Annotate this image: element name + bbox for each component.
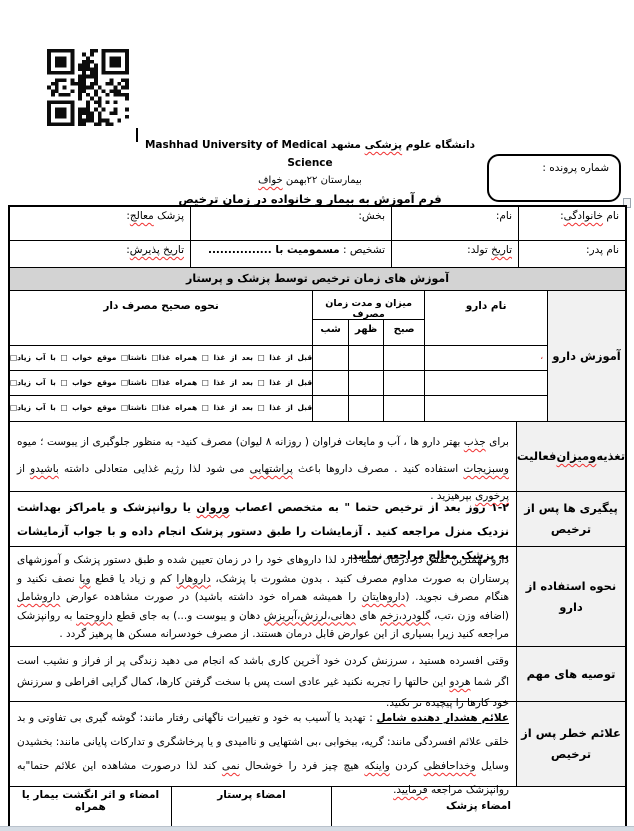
section-important-advice: توصیه های مهم وقتی افسرده هستید ، سرزنش … <box>10 647 625 709</box>
section-danger-signs: علائم خطر پس از ترخیص علائم هشدار دهنده … <box>10 702 625 796</box>
section-label-danger: علائم خطر پس از ترخیص <box>516 702 625 786</box>
first-name-label: نام: <box>495 210 512 222</box>
first-name-field: نام: <box>391 207 518 240</box>
patient-info-row-2: نام پدر: تاریخ تولد: تشخیص : مسمومیت با … <box>10 241 625 268</box>
drug-name-cell <box>424 396 547 421</box>
section-text-danger: علائم هشدار دهنده شامل : تهدید یا آسیب ب… <box>17 712 509 796</box>
night-cell <box>312 396 348 421</box>
sub-col-night: شب <box>320 324 341 335</box>
section-label-nutrition: تغذیه ومیزان فعالیت <box>516 422 625 491</box>
object-anchor-icon <box>623 198 631 208</box>
usage-checkboxes: قبل از غذا □ بعد از غذا □ همراه غذا□ ناش… <box>10 403 313 413</box>
drug-name-cell <box>424 371 547 396</box>
night-cell <box>312 346 348 371</box>
noon-cell <box>348 396 383 421</box>
section-label-usage: نحوه استفاده از دارو <box>516 547 625 646</box>
patient-info-row-1: نام خانوادگی: نام: بخش: پزشک معالج: <box>10 207 625 241</box>
qr-code-icon <box>47 49 129 126</box>
text-cursor-mark <box>136 128 138 142</box>
admission-date-field: تاریخ پذیرش: <box>10 241 190 267</box>
col-drug-name: نام دارو <box>424 291 547 346</box>
case-number-label: شماره پرونده : <box>542 162 609 174</box>
sub-col-morning: صبح <box>383 320 424 346</box>
father-name-label: نام پدر: <box>585 244 619 256</box>
sub-col-noon: ظهر <box>348 320 383 346</box>
morning-cell <box>383 371 424 396</box>
physician-signature-cell: امضاء پزشک <box>331 787 625 827</box>
window-bottom-edge <box>0 826 634 831</box>
section-band-row: آموزش های زمان ترخیص توسط پزشک و پرستار <box>10 268 625 291</box>
section-text-usage: دارو مهمترین نقش در درمان شما دارد لذا د… <box>17 554 509 640</box>
diagnosis-label: تشخیص : <box>339 244 385 256</box>
medication-row-1: ، قبل از غذا □ بعد از غذا □ همراه غذا□ ن… <box>10 346 548 372</box>
usage-checkboxes: قبل از غذا □ بعد از غذا □ همراه غذا□ ناش… <box>10 378 313 388</box>
medication-row-2: قبل از غذا □ بعد از غذا □ همراه غذا□ ناش… <box>10 371 548 397</box>
medication-row-3: قبل از غذا □ بعد از غذا □ همراه غذا□ ناش… <box>10 396 547 421</box>
university-title: دانشگاه علوم پزشکی مشهد Mashhad Universi… <box>144 139 476 169</box>
admission-date-label: تاریخ پذیرش: <box>126 244 184 256</box>
section-label-followup: پیگیری ها پس از ترخیص <box>516 492 625 546</box>
nurse-signature-cell: امضاء پرستار <box>171 787 331 827</box>
section-label-advice: توصیه های مهم <box>516 647 625 701</box>
section-nutrition-activity: تغذیه ومیزان فعالیت برای جذب بهتر دارو ه… <box>10 422 625 502</box>
drug-name-cell: ، <box>424 346 547 371</box>
col-correct-usage: نحوه صحیح مصرف دار <box>103 300 219 312</box>
medication-table-header: نام دارو میزان و مدت زمان مصرف صبح ظهر ش… <box>10 291 548 347</box>
physician-label: پزشک معالج: <box>126 210 184 222</box>
amount-duration-title: میزان و مدت زمان مصرف <box>313 291 425 320</box>
ward-label: بخش: <box>358 210 385 222</box>
section-followup: پیگیری ها پس از ترخیص ۱-۲ روز بعد از ترخ… <box>10 492 625 562</box>
usage-checkboxes: قبل از غذا □ بعد از غذا □ همراه غذا□ ناش… <box>10 353 313 363</box>
diagnosis-value: مسمومیت با ................ <box>207 244 340 256</box>
last-name-label: نام خانوادگی: <box>560 210 619 222</box>
section-text-followup: ۱-۲ روز بعد از ترخیص حتما " به متخصص اعص… <box>17 501 509 562</box>
morning-cell <box>383 346 424 371</box>
last-name-field: نام خانوادگی: <box>518 207 625 240</box>
birth-date-field: تاریخ تولد: <box>391 241 518 267</box>
hospital-name: بیمارستان ۲۲بهمن خواف <box>258 175 362 186</box>
father-name-field: نام پدر: <box>518 241 625 267</box>
section-text-advice: وقتی افسرده هستید ، سرزنش کردن خود آخرین… <box>17 655 509 709</box>
amount-sub-header: صبح ظهر شب <box>313 320 424 346</box>
diagnosis-field: تشخیص : مسمومیت با ................ <box>190 241 391 267</box>
noon-cell <box>348 371 383 396</box>
form-header: دانشگاه علوم پزشکی مشهد Mashhad Universi… <box>130 136 490 209</box>
discharge-form-table: نام خانوادگی: نام: بخش: پزشک معالج: نام … <box>8 205 627 829</box>
noon-cell <box>348 346 383 371</box>
section-label-medication: آموزش دارو <box>547 291 625 421</box>
medication-table: نام دارو میزان و مدت زمان مصرف صبح ظهر ش… <box>10 291 548 421</box>
case-number-box: شماره پرونده : <box>487 154 621 202</box>
morning-cell <box>383 396 424 421</box>
form-title: فرم آموزش به بیمار و خانواده در زمان ترخ… <box>178 192 442 206</box>
section-medication-usage: نحوه استفاده از دارو دارو مهمترین نقش در… <box>10 547 625 647</box>
stray-mark: ، <box>540 352 544 363</box>
physician-field: پزشک معالج: <box>10 207 190 240</box>
signatures-row: امضاء پزشک امضاء پرستار امضاء و اثر انگش… <box>10 787 625 827</box>
birth-date-label: تاریخ تولد: <box>467 244 512 256</box>
ward-field: بخش: <box>190 207 391 240</box>
section-text-nutrition: برای جذب بهتر دارو ها ، آب و مایعات فراو… <box>17 436 510 502</box>
col-amount-duration: میزان و مدت زمان مصرف صبح ظهر شب <box>312 291 425 346</box>
patient-signature-cell: امضاء و اثر انگشت بیمار یا همراه <box>21 789 160 813</box>
night-cell <box>312 371 348 396</box>
band-title: آموزش های زمان ترخیص توسط پزشک و پرستار <box>10 268 625 290</box>
medication-education-row: آموزش دارو نام دارو میزان و مدت زمان مصر… <box>10 291 625 422</box>
